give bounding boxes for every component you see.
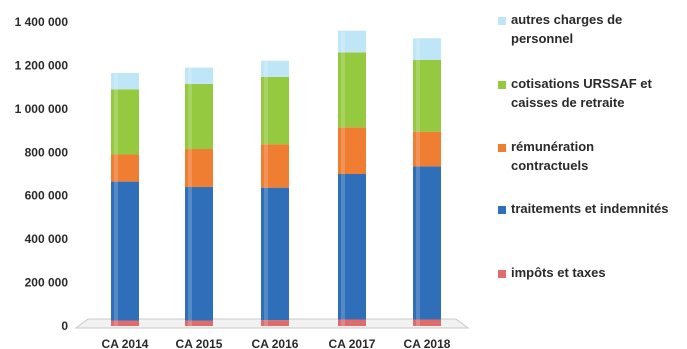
bar-segment: [185, 83, 213, 150]
x-tick-label: CA 2018: [404, 337, 451, 349]
y-tick-label: 800 000: [25, 145, 69, 159]
bar-segment: [338, 52, 366, 128]
bar-segment: [413, 131, 441, 167]
bar-highlight: [114, 73, 118, 327]
legend-label: traitements et indemnités: [511, 201, 669, 216]
bar-segment: [413, 60, 441, 132]
bar-segment: [413, 38, 441, 60]
legend-swatch: [498, 17, 506, 25]
x-axis: CA 2014 CA 2015 CA 2016 CA 2017 CA 2018: [102, 337, 451, 349]
bar-segment: [261, 60, 289, 77]
y-tick-label: 1 000 000: [15, 102, 69, 116]
bar-segment: [338, 174, 366, 320]
legend-swatch: [498, 270, 506, 278]
legend-swatch: [498, 144, 506, 152]
bar-segment: [261, 76, 289, 145]
legend-label: rémunération contractuels: [511, 139, 594, 173]
bar-segment: [338, 319, 366, 326]
y-tick-label: 1 200 000: [15, 58, 69, 72]
bar-segment: [338, 30, 366, 53]
legend-label-line: caisses de retraite: [511, 95, 624, 110]
x-tick-label: CA 2016: [252, 337, 299, 349]
bar-segment: [261, 187, 289, 321]
legend-label-line: personnel: [511, 31, 573, 46]
legend-swatch: [498, 81, 506, 89]
bar-highlight: [416, 38, 420, 327]
legend-label: impôts et taxes: [511, 265, 606, 280]
y-tick-label: 400 000: [25, 232, 69, 246]
legend-swatch: [498, 206, 506, 214]
bar-highlight: [264, 60, 268, 326]
bar-segment: [111, 154, 139, 182]
bar-segment: [413, 319, 441, 326]
legend-label: cotisations URSSAF et caisses de retraite: [511, 76, 653, 110]
bar-highlight: [188, 67, 192, 326]
legend-label: autres charges de personnel: [511, 12, 622, 46]
y-tick-label: 1 400 000: [15, 15, 69, 29]
bar-segment: [261, 320, 289, 326]
y-tick-label: 600 000: [25, 189, 69, 203]
y-tick-label: 0: [61, 319, 68, 333]
legend: autres charges de personnel cotisations UR…: [498, 12, 669, 280]
bar-segment: [413, 166, 441, 320]
x-tick-label: CA 2017: [329, 337, 376, 349]
x-tick-label: CA 2014: [102, 337, 149, 349]
bar-segment: [185, 320, 213, 326]
legend-label-line: autres charges de: [511, 12, 622, 27]
bar-segment: [185, 149, 213, 188]
bar-segment: [261, 144, 289, 188]
bar-segment: [185, 67, 213, 84]
legend-label-line: contractuels: [511, 158, 588, 173]
bar-highlight: [341, 30, 345, 326]
bar-segment: [185, 187, 213, 321]
legend-label-line: cotisations URSSAF et: [511, 76, 653, 91]
legend-label-line: impôts et taxes: [511, 265, 606, 280]
legend-label-line: traitements et indemnités: [511, 201, 669, 216]
y-tick-label: 200 000: [25, 276, 69, 290]
bar-segment: [111, 89, 139, 155]
bar-segment: [111, 73, 139, 90]
x-tick-label: CA 2015: [176, 337, 223, 349]
y-axis: 0 200 000 400 000 600 000 800 000 1 000 000 1 …: [15, 15, 69, 333]
bar-segment: [111, 320, 139, 326]
bars: [111, 30, 441, 327]
bar-segment: [338, 127, 366, 174]
bar-segment: [111, 181, 139, 321]
legend-label-line: rémunération: [511, 139, 594, 154]
